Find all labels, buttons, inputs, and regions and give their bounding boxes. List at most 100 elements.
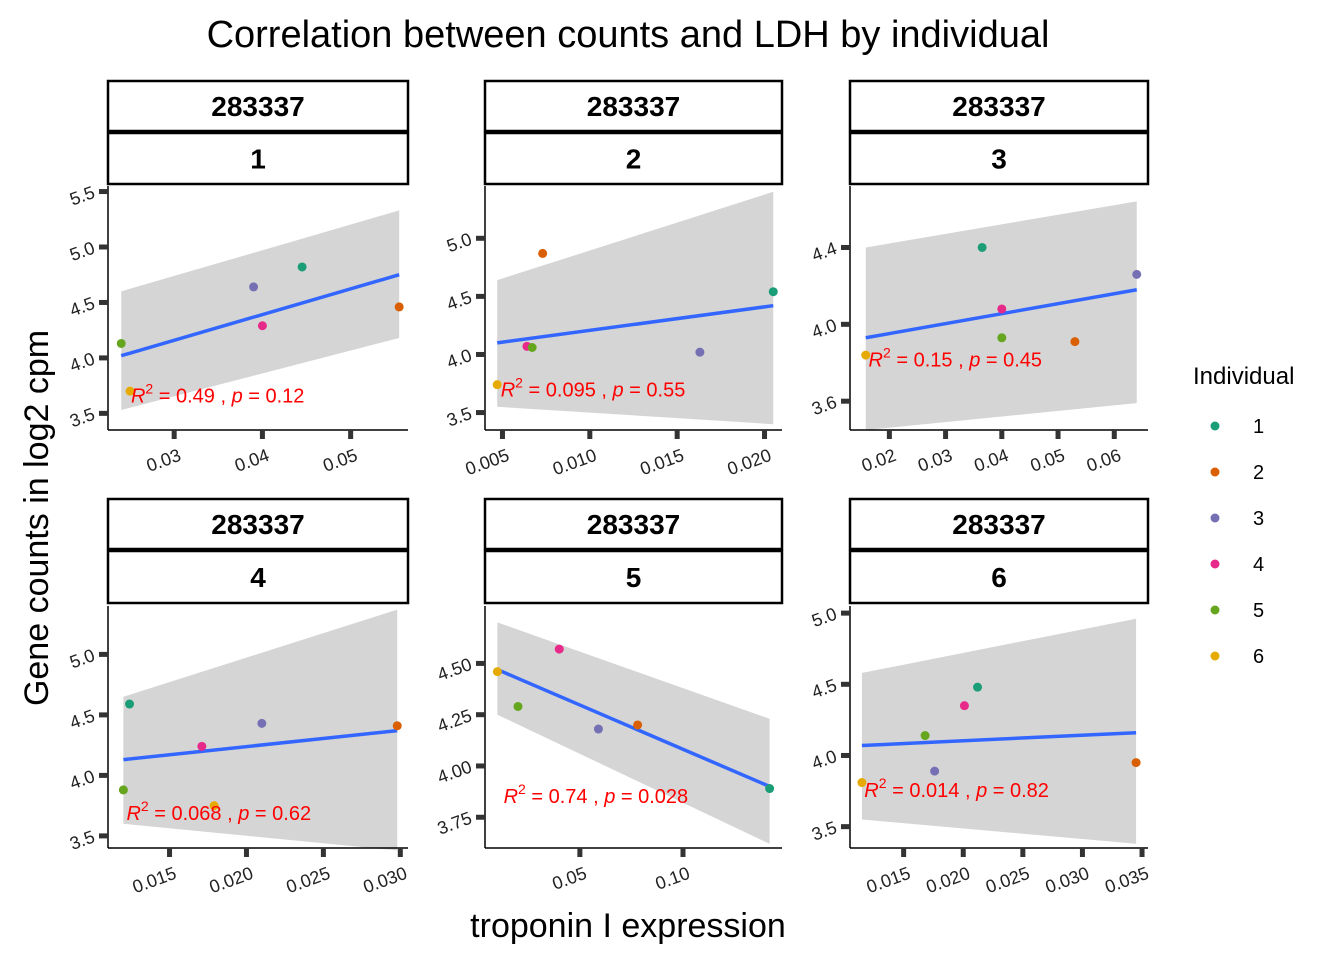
stats-annotation: R2 = 0.74 , p = 0.028 (504, 781, 689, 808)
y-tick-label: 4.50 (435, 654, 475, 685)
y-tick-mark (99, 189, 108, 195)
y-tick-label: 4.4 (809, 238, 839, 265)
data-point-individual-2 (1070, 337, 1080, 347)
x-tick-mark (762, 430, 768, 439)
x-tick-mark (901, 848, 907, 857)
x-tick-label: 0.05 (1028, 445, 1068, 476)
x-tick-mark (674, 430, 680, 439)
strip-top-box (483, 497, 784, 551)
data-point-individual-3 (257, 718, 267, 728)
y-tick-label: 5.5 (67, 182, 97, 209)
legend-label-2: 2 (1253, 462, 1264, 484)
legend: Individual 1 2 3 4 5 6 (1193, 363, 1294, 668)
x-tick-label: 0.05 (320, 445, 360, 476)
legend-label-3: 3 (1253, 508, 1264, 530)
stats-annotation: R2 = 0.49 , p = 0.12 (131, 380, 304, 407)
x-tick-label: 0.020 (725, 445, 774, 479)
y-tick-mark (99, 712, 108, 718)
y-tick-mark (99, 299, 108, 305)
x-tick-label: 0.030 (1043, 863, 1092, 897)
y-tick-label: 3.6 (809, 392, 839, 419)
y-tick-label: 4.0 (67, 766, 97, 793)
facet-panel-2: 283337 2 3.5 4.0 4.5 5.0 0.005 0.010 0.015 0.020 R… (444, 79, 784, 479)
y-tick-mark (841, 824, 850, 830)
data-point-individual-5 (513, 701, 523, 711)
legend-title: Individual (1193, 363, 1294, 390)
x-tick-label: 0.015 (637, 445, 686, 479)
y-tick-mark (841, 752, 850, 758)
data-point-individual-6 (857, 778, 867, 788)
x-tick-mark (499, 430, 505, 439)
x-tick-label: 0.025 (983, 863, 1032, 897)
y-tick-mark (476, 410, 485, 416)
strip-bottom-box (848, 131, 1150, 186)
strip-bottom-label: 4 (250, 562, 266, 593)
facet-panel-5: 283337 5 3.75 4.00 4.25 4.50 0.05 0.10 R2 = 0.74… (435, 497, 784, 894)
strip-bottom-label: 3 (991, 144, 1007, 175)
x-tick-label: 0.03 (144, 445, 184, 476)
strip-bottom-label: 6 (991, 562, 1007, 593)
y-tick-label: 4.0 (444, 345, 474, 372)
x-tick-label: 0.10 (653, 863, 693, 894)
data-point-individual-4 (197, 741, 207, 751)
y-tick-label: 4.5 (444, 287, 474, 314)
legend-swatch-2 (1210, 467, 1220, 477)
y-tick-label: 5.0 (67, 238, 97, 265)
data-point-individual-2 (394, 302, 404, 312)
facet-panels: 283337 1 3.5 4.0 4.5 5.0 5.5 0.03 0.04 0.05 R2 = 0… (67, 79, 1151, 897)
y-tick-label: 4.0 (809, 315, 839, 342)
confidence-band (497, 622, 770, 844)
data-point-individual-1 (125, 699, 135, 709)
strip-top-label: 283337 (211, 91, 304, 122)
regression-line (123, 728, 398, 762)
y-tick-label: 3.75 (435, 808, 475, 839)
regression-line (496, 667, 771, 789)
data-point-individual-4 (554, 644, 564, 654)
strip-bottom-label: 2 (626, 144, 642, 175)
y-tick-label: 3.5 (67, 827, 97, 854)
strip-top-label: 283337 (952, 509, 1045, 540)
x-tick-mark (1020, 848, 1026, 857)
x-tick-label: 0.010 (550, 445, 599, 479)
data-point-individual-3 (695, 347, 705, 357)
x-tick-label: 0.025 (284, 863, 333, 897)
confidence-band (123, 609, 398, 851)
legend-swatch-1 (1210, 421, 1220, 431)
x-tick-mark (1055, 430, 1061, 439)
x-tick-mark (397, 848, 403, 857)
strip-top-box (106, 79, 410, 133)
data-point-individual-4 (257, 321, 267, 331)
data-point-individual-6 (492, 667, 502, 677)
data-point-individual-5 (527, 343, 537, 353)
stats-annotation: R2 = 0.068 , p = 0.62 (126, 798, 311, 825)
y-tick-label: 4.0 (809, 746, 839, 773)
facet-panel-4: 283337 4 3.5 4.0 4.5 5.0 0.015 0.020 0.025 0.030 R… (67, 497, 410, 897)
data-point-individual-5 (997, 333, 1007, 343)
x-axis-title: troponin I expression (470, 907, 786, 945)
y-tick-mark (476, 763, 485, 769)
strip-top-label: 283337 (587, 509, 680, 540)
strip-top-box (848, 497, 1150, 551)
strip-top-label: 283337 (587, 91, 680, 122)
data-point-individual-4 (959, 701, 969, 711)
x-tick-mark (680, 848, 686, 857)
x-tick-label: 0.020 (207, 863, 256, 897)
x-tick-label: 0.04 (971, 445, 1011, 476)
data-point-individual-6 (492, 380, 502, 390)
data-point-individual-6 (125, 386, 135, 396)
y-tick-mark (476, 814, 485, 820)
data-point-individual-4 (997, 304, 1007, 314)
strip-top-box (848, 79, 1150, 133)
strip-top-label: 283337 (211, 509, 304, 540)
y-tick-label: 3.5 (67, 404, 97, 431)
x-tick-label: 0.020 (923, 863, 972, 897)
y-tick-mark (476, 712, 485, 718)
x-tick-mark (577, 848, 583, 857)
strip-bottom-box (106, 131, 410, 186)
y-tick-mark (476, 351, 485, 357)
x-tick-label: 0.015 (130, 863, 179, 897)
data-point-individual-1 (977, 242, 987, 252)
data-point-individual-5 (920, 731, 930, 741)
x-tick-mark (943, 430, 949, 439)
strip-top-box (483, 79, 784, 133)
